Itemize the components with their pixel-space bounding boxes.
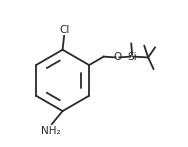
Text: Cl: Cl (59, 25, 69, 35)
Text: O: O (113, 52, 122, 62)
Text: Si: Si (127, 52, 137, 62)
Text: NH₂: NH₂ (41, 126, 61, 136)
